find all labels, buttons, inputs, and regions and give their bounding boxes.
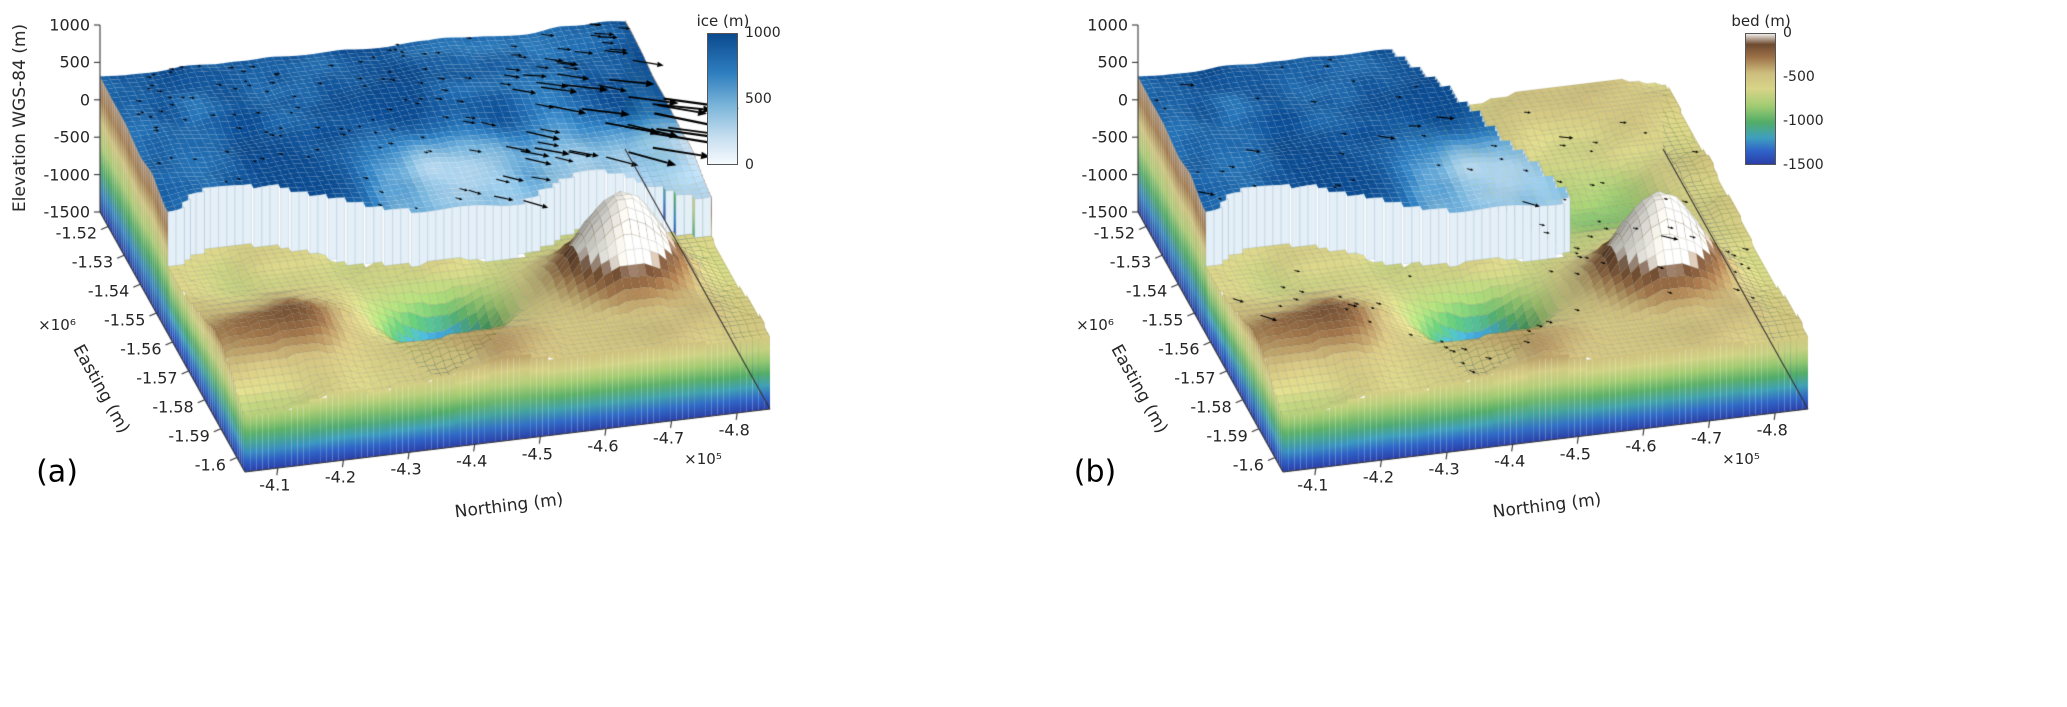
easting-tick-label-a: -1.53	[71, 252, 114, 272]
northing-multiplier-b: ×10⁵	[1722, 450, 1760, 468]
northing-tick-label-b: -4.1	[1297, 475, 1329, 495]
easting-tick-label-a: -1.58	[152, 397, 194, 417]
easting-tick-label-b: -1.58	[1190, 397, 1232, 417]
colorbar-bed	[1745, 33, 1776, 165]
colorbar-tick-label: 0	[745, 157, 754, 173]
colorbar-title-bed: bed (m)	[1731, 12, 1791, 30]
easting-multiplier-a: ×10⁶	[38, 316, 76, 334]
z-tick-label-b: -500	[1091, 127, 1128, 147]
easting-tick-label-b: -1.55	[1141, 310, 1184, 330]
easting-tick-label-a: -1.54	[87, 281, 130, 301]
z-tick-label-a: 0	[79, 90, 90, 110]
z-tick-label-a: 1000	[49, 15, 90, 35]
northing-tick-label-a: -4.6	[587, 436, 619, 456]
panel-label-a: (a)	[36, 454, 78, 490]
easting-tick-label-a: -1.6	[194, 455, 226, 475]
northing-tick-label-b: -4.2	[1362, 467, 1395, 487]
northing-tick-label-b: -4.6	[1625, 436, 1657, 456]
z-tick-label-b: 500	[1097, 52, 1128, 72]
colorbar-tick-label: -1500	[1783, 157, 1824, 173]
easting-tick-label-a: -1.55	[103, 310, 146, 330]
northing-multiplier-a: ×10⁵	[684, 450, 722, 468]
northing-tick-label-a: -4.4	[456, 451, 488, 471]
easting-tick-label-b: -1.54	[1125, 281, 1168, 301]
colorbar-ice	[707, 33, 738, 165]
panel-label-b: (b)	[1073, 454, 1117, 490]
z-tick-label-b: 0	[1117, 90, 1128, 110]
northing-tick-label-b: -4.8	[1756, 420, 1788, 440]
colorbar-tick-label: -500	[1783, 69, 1815, 85]
z-tick-label-b: -1000	[1081, 165, 1129, 185]
easting-tick-label-a: -1.52	[55, 223, 98, 243]
northing-tick-label-b: -4.3	[1428, 459, 1460, 479]
easting-tick-label-a: -1.59	[168, 426, 210, 446]
easting-tick-label-b: -1.56	[1158, 339, 1200, 359]
colorbar-title-ice: ice (m)	[696, 12, 750, 30]
easting-multiplier-b: ×10⁶	[1076, 316, 1114, 334]
colorbar-tick-label: 0	[1783, 25, 1792, 41]
northing-tick-label-a: -4.3	[390, 459, 422, 479]
northing-tick-label-a: -4.8	[718, 420, 750, 440]
easting-tick-label-b: -1.53	[1109, 252, 1152, 272]
northing-tick-label-b: -4.4	[1494, 451, 1526, 471]
northing-tick-label-a: -4.2	[324, 467, 357, 487]
z-tick-label-b: 1000	[1087, 15, 1128, 35]
colorbar-tick-label: -1000	[1783, 113, 1824, 129]
easting-tick-label-a: -1.57	[136, 368, 178, 388]
northing-tick-label-a: -4.1	[259, 475, 291, 495]
z-axis-label: Elevation WGS-84 (m)	[10, 23, 30, 213]
z-tick-label-a: -1500	[43, 202, 91, 222]
z-tick-label-a: -500	[53, 127, 90, 147]
colorbar-tick-label: 500	[745, 91, 772, 107]
northing-tick-label-a: -4.5	[521, 444, 553, 464]
z-tick-label-a: 500	[59, 52, 90, 72]
easting-tick-label-b: -1.59	[1206, 426, 1248, 446]
northing-tick-label-b: -4.5	[1559, 444, 1591, 464]
northing-tick-label-b: -4.7	[1690, 428, 1723, 448]
z-tick-label-b: -1500	[1081, 202, 1129, 222]
easting-tick-label-b: -1.57	[1174, 368, 1216, 388]
northing-tick-label-a: -4.7	[652, 428, 685, 448]
z-tick-label-a: -1000	[43, 165, 91, 185]
easting-tick-label-a: -1.56	[120, 339, 162, 359]
easting-tick-label-b: -1.6	[1232, 455, 1264, 475]
easting-tick-label-b: -1.52	[1093, 223, 1136, 243]
colorbar-tick-label: 1000	[745, 25, 781, 41]
